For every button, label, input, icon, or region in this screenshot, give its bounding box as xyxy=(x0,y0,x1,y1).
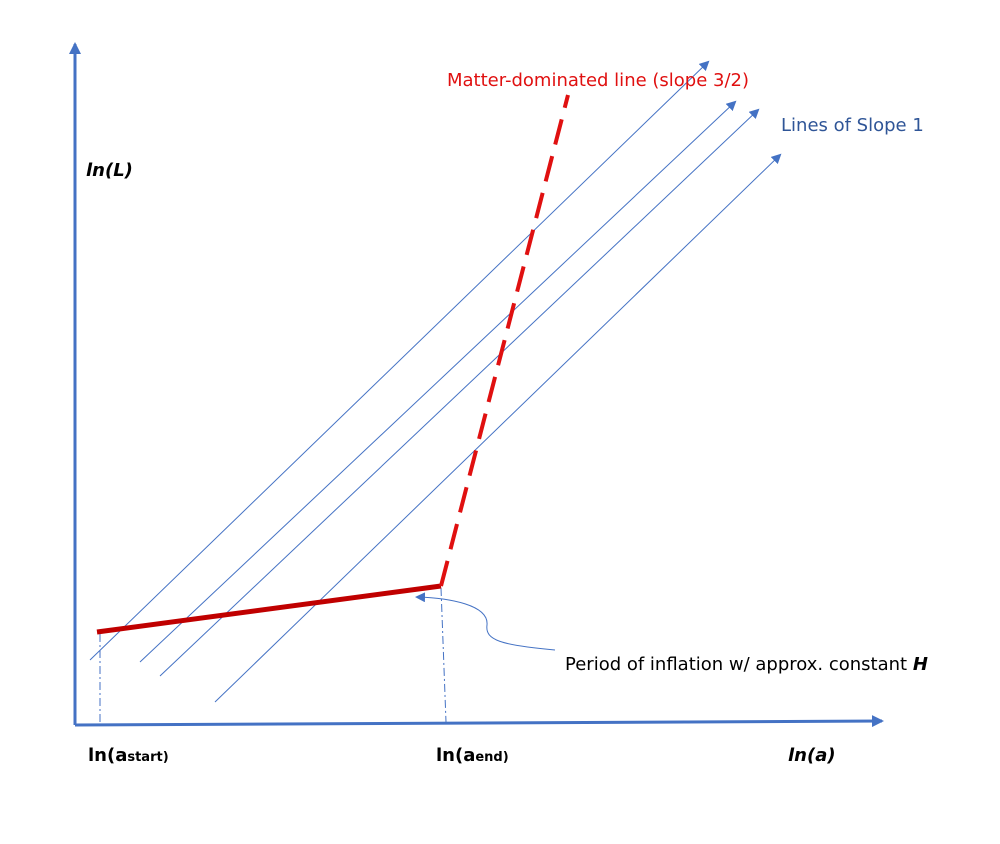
x-axis-label: ln(a) xyxy=(788,745,836,766)
guide-line xyxy=(440,587,447,723)
slope-line xyxy=(214,153,782,703)
label-text: Period of inflation w/ approx. constant xyxy=(565,654,913,675)
a-end-label: ln(aend) xyxy=(436,745,509,766)
slope-line xyxy=(139,100,737,663)
label-close: ) xyxy=(503,750,509,765)
slope-line xyxy=(159,108,760,677)
slope-label: Lines of Slope 1 xyxy=(781,115,924,136)
slope-line xyxy=(89,60,710,661)
callout-arrow xyxy=(415,592,556,651)
matter-line xyxy=(439,94,570,587)
label-sub: start xyxy=(127,750,162,765)
label-main: ln(a xyxy=(436,745,475,766)
inflation-line xyxy=(96,583,442,635)
x-axis xyxy=(74,715,884,728)
label-sub: end xyxy=(475,750,502,765)
label-symbol: H xyxy=(913,654,928,675)
inflation-label: Period of inflation w/ approx. constant … xyxy=(565,654,928,675)
matter-label: Matter-dominated line (slope 3/2) xyxy=(447,70,749,91)
label-close: ) xyxy=(163,750,169,765)
y-axis-label: ln(L) xyxy=(86,160,133,181)
label-main: ln(a xyxy=(88,745,127,766)
a-start-label: ln(astart) xyxy=(88,745,169,766)
